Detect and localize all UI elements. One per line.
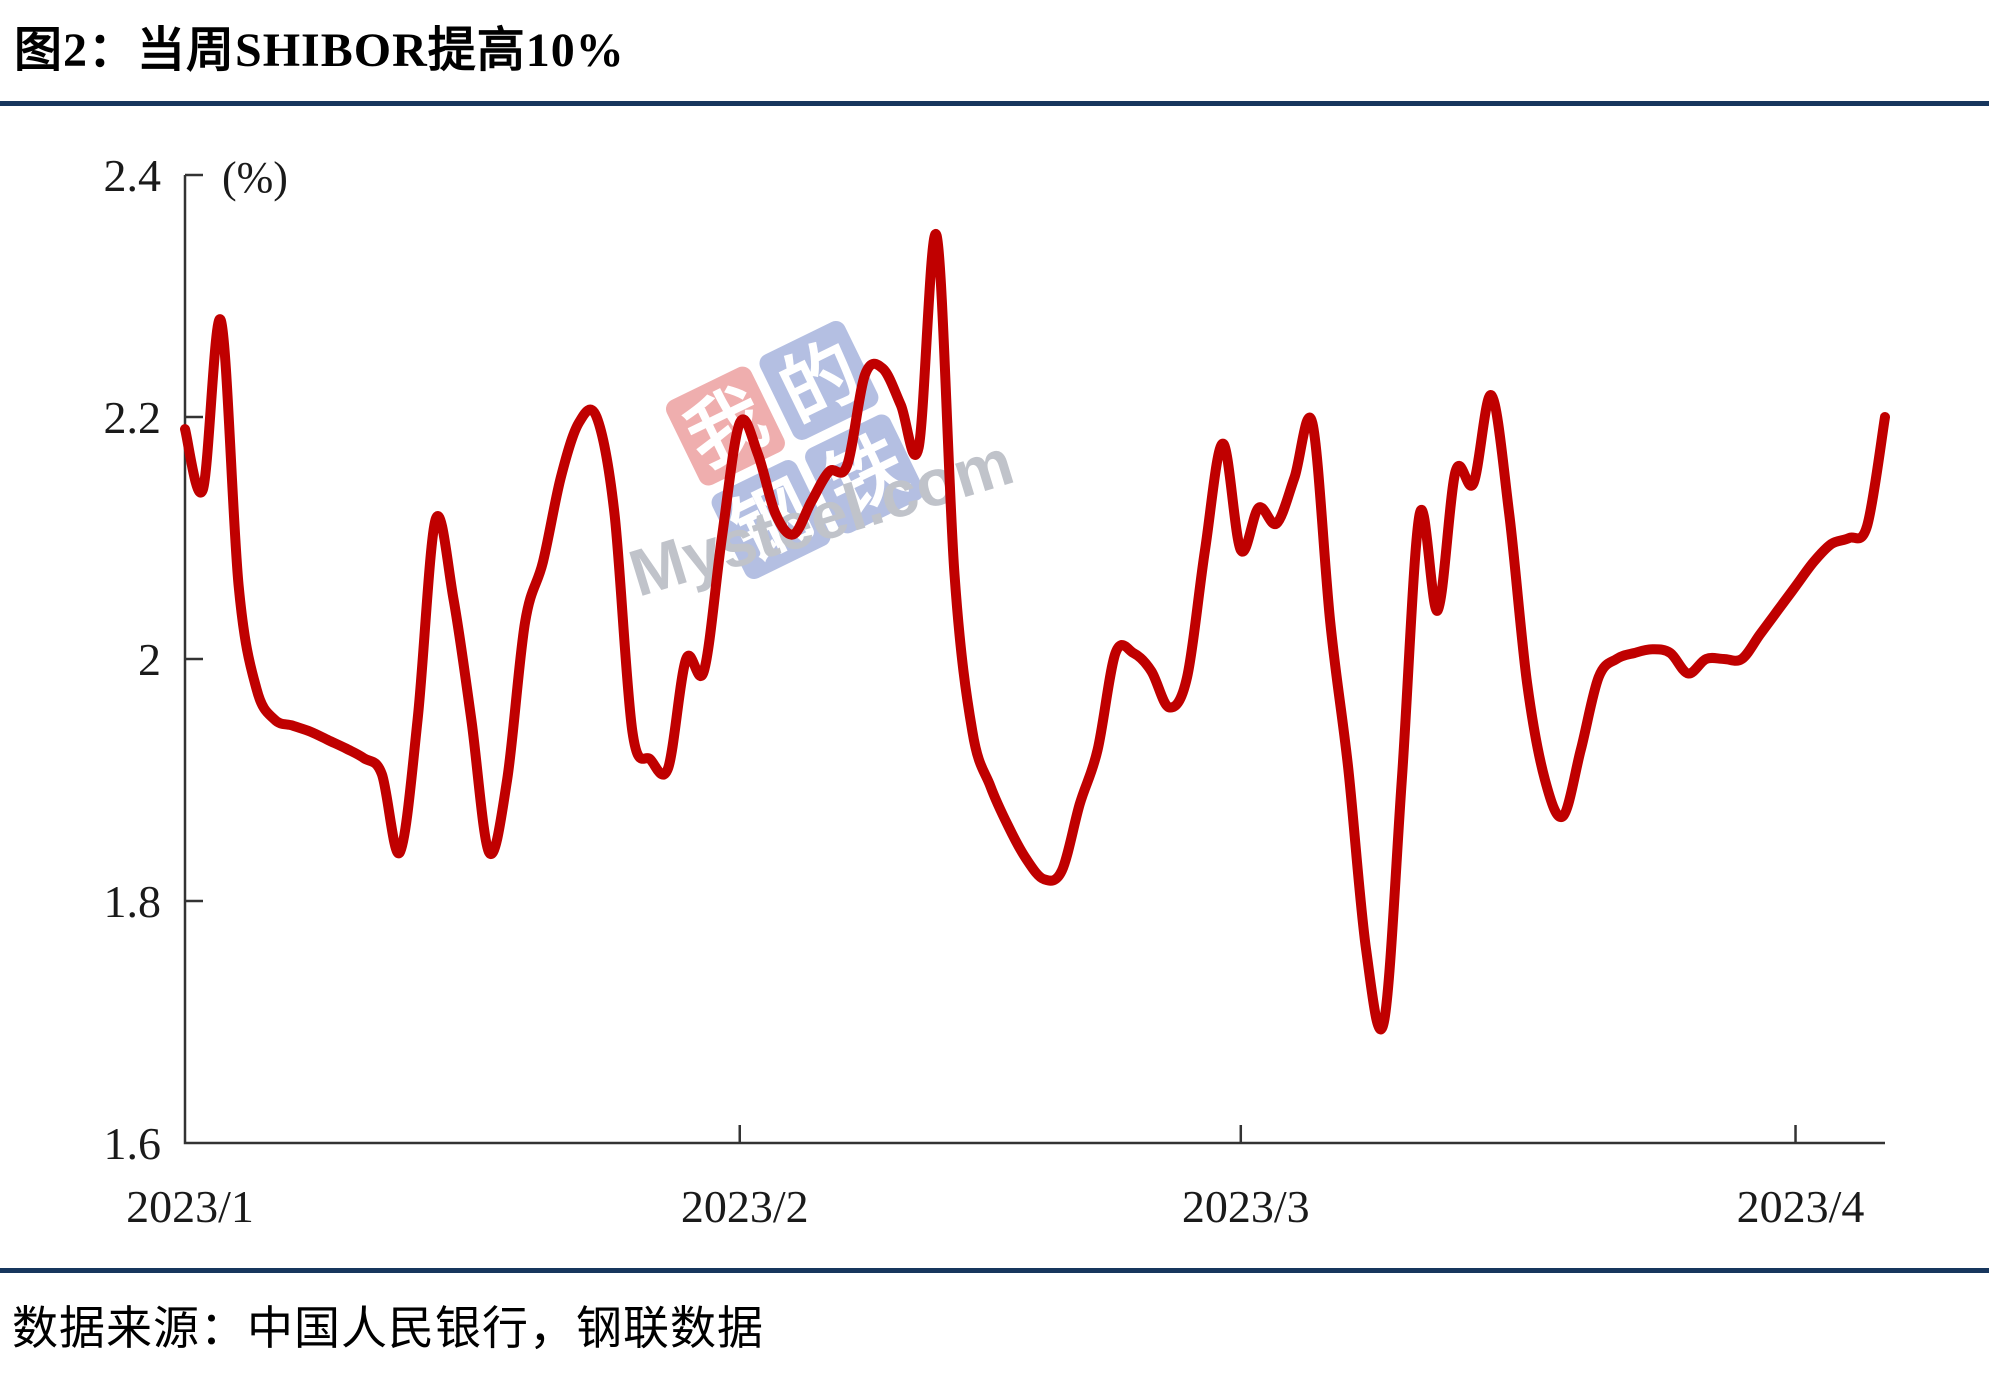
top-divider-rule xyxy=(0,101,1989,106)
y-tick-label: 2.4 xyxy=(104,150,162,201)
axis-unit-label: (%) xyxy=(222,153,288,202)
bottom-divider-rule xyxy=(0,1268,1989,1273)
x-tick-label: 2023/3 xyxy=(1182,1181,1310,1232)
x-tick-label: 2023/1 xyxy=(126,1181,254,1232)
axes xyxy=(183,173,1885,1145)
x-tick-label: 2023/4 xyxy=(1737,1181,1865,1232)
data-source-caption: 数据来源：中国人民银行，钢联数据 xyxy=(12,1303,764,1354)
x-tick-label: 2023/2 xyxy=(681,1181,809,1232)
y-tick-label: 2.2 xyxy=(104,392,162,443)
y-tick-label: 1.6 xyxy=(104,1118,162,1169)
y-tick-label: 1.8 xyxy=(104,876,162,927)
series-line-shibor xyxy=(180,229,1890,1035)
page-title: 图2：当周SHIBOR提高10% xyxy=(14,24,625,77)
y-tick-label: 2 xyxy=(138,634,161,685)
